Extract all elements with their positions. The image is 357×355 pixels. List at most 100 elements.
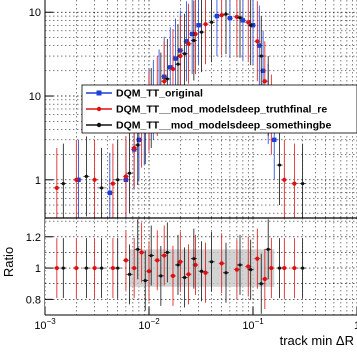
ratio-series-2-marker [116,266,120,270]
main-series-2-marker [199,30,204,34]
main-series-0-marker [214,13,220,19]
ratio-series-1-marker [262,276,267,282]
legend-marker [96,90,102,96]
ratio-series-2-marker [249,268,253,272]
ratio-series-2-marker [183,275,187,280]
main-series-1-marker [255,39,260,44]
main-series-2-marker [224,12,228,16]
ratio-series-1-marker [132,265,137,271]
main-series-0-marker [184,39,189,44]
main-series-2-marker [249,23,253,27]
ratio-series-1-marker [110,265,116,271]
legend-label: DQM_TT__mod_modelsdeep_somethingbe [116,120,331,132]
main-series-1-marker [54,185,59,191]
ratio-series-2-marker [224,271,228,275]
main-series-1-marker [186,41,191,46]
main-series-2-marker [127,171,132,175]
main-series-1-marker [110,181,116,186]
legend-label: DQM_TT_original [116,88,203,100]
y-tick-label: 1 [35,175,41,187]
y-tick-label: 1.2 [26,232,41,244]
y-tick-label: 10 [29,7,41,19]
ratio-series-1-marker [219,261,224,266]
main-series-1-marker [162,79,167,84]
ratio-series-2-marker [143,278,147,283]
ratio-series-1-marker [255,256,260,261]
ratio-series-2-marker [61,266,65,270]
y-tick-label: 0.8 [26,294,41,306]
x-tick-label: 10−3 [34,317,56,332]
x-tick-label: 10−1 [242,317,264,332]
main-series-2-marker [165,77,169,81]
main-series-0-marker [260,68,266,74]
main-series-0-marker [168,65,173,70]
ratio-series-2-marker [165,250,169,255]
main-series-2-marker [116,178,120,182]
ratio-series-2-marker [149,253,153,258]
main-series-1-marker [234,14,239,19]
ratio-series-2-marker [210,260,214,264]
main-series-2-marker [61,182,65,186]
main-series-1-marker [219,13,224,18]
main-series-0-marker [272,137,277,143]
main-series-2-marker [301,182,305,186]
ratio-y-axis: 0.8 1 1.2 [26,217,357,306]
ratio-series-2-marker [238,263,242,267]
main-series-1-marker [203,22,208,27]
ratio-series-1-marker [203,270,208,275]
ratio-series-2-marker [159,274,163,278]
ratio-series-1-marker [146,269,152,274]
ratio-series-2-marker [192,257,196,261]
ratio-series-2-marker [199,269,204,273]
main-series-1-marker [292,181,297,186]
ratio-series-2-marker [301,266,305,270]
ratio-series-1-marker [92,265,97,271]
ratio-series-1-marker [54,265,59,271]
ratio-series-1-marker [178,259,183,264]
ratio-series-2-marker [99,266,104,270]
ratio-series-1-marker [139,250,144,255]
ratio-series-2-marker [136,247,140,251]
ratio-series-1-marker [162,253,167,258]
main-series-2-marker [238,16,242,20]
main-series-1-marker [282,177,287,182]
main-series-0-marker [136,137,142,143]
ratio-series-1-marker [74,265,79,271]
y-axis-title: Ratio [1,247,16,277]
legend-box [81,84,357,134]
ratio-series-2-marker [259,282,263,286]
ratio-series-1-marker [123,258,129,263]
main-series-0-marker [189,31,195,37]
ratio-series-1-marker [246,264,251,269]
x-axis-title: track min ΔR [280,333,354,348]
main-series-1-marker [170,66,176,72]
main-series-1-marker [92,177,97,182]
ratio-series-1-marker [155,258,160,263]
ratio-series-1-marker [269,265,274,271]
main-series-0-marker [173,56,178,61]
main-series-2-marker [136,143,140,147]
main-series-2-marker [99,186,104,190]
ratio-series-1-marker [282,265,287,271]
main-series-2-marker [84,174,88,178]
main-series-1-marker [193,31,198,37]
ratio-series-1-marker [292,265,297,271]
y-tick-label: 10 [29,91,41,103]
legend: DQM_TT_original DQM_TT__mod_modelsdeep_tr… [81,84,357,134]
ratio-series-1-marker [193,262,198,268]
main-series-2-marker [183,52,187,56]
main-series-0-marker [196,23,201,28]
main-series-1-marker [262,79,267,84]
main-series-1-marker [74,177,79,182]
x-tick-label: 10−2 [138,317,160,332]
legend-marker [96,106,102,112]
main-series-1-marker [123,174,129,179]
main-series-1-marker [246,20,251,25]
ratio-series-2-marker [277,266,282,270]
ratio-series-2-marker [84,266,88,270]
x-tick-label: 1 [354,320,357,332]
x-axis: 10−3 10−2 10−1 1 [34,307,357,332]
main-series-2-marker [210,20,214,24]
